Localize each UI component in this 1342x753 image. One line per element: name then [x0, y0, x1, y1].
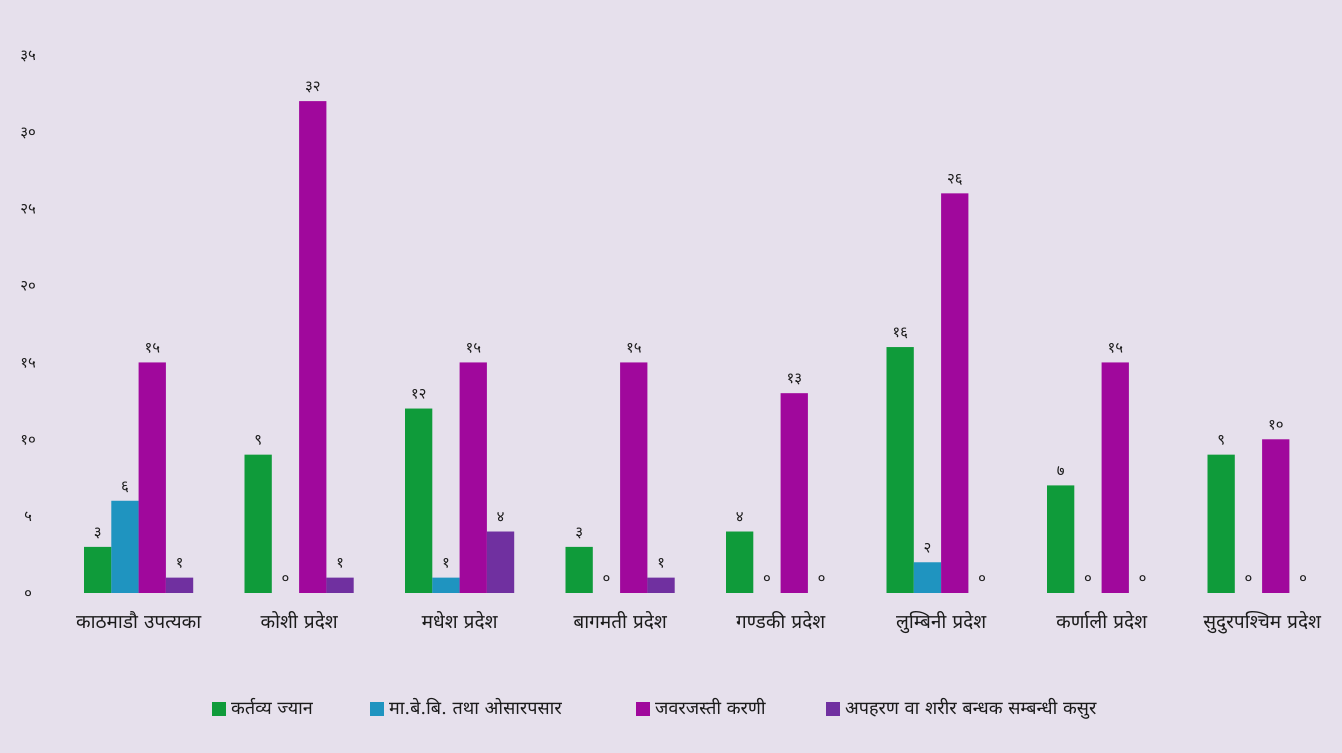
data-label: ३ — [94, 523, 102, 541]
bar — [941, 193, 969, 594]
data-label: १५ — [1107, 338, 1123, 356]
legend-item: कर्तव्य ज्यान — [212, 697, 314, 719]
y-tick-label: १५ — [20, 353, 36, 371]
data-label: १ — [176, 554, 184, 572]
data-label: १६ — [892, 323, 908, 341]
data-label: ० — [282, 569, 290, 587]
bar — [244, 454, 272, 593]
bar — [326, 577, 354, 593]
bar — [486, 531, 515, 593]
y-axis: ० ५ १० १५ २० २५ ३० ३५ — [20, 46, 36, 602]
data-label: ९ — [1217, 431, 1225, 449]
x-tick-label: लुम्बिनी प्रदेश — [896, 610, 987, 634]
bar — [138, 362, 166, 593]
bar — [620, 362, 648, 593]
data-label: ७ — [1057, 461, 1065, 479]
y-tick-label: ० — [24, 584, 32, 602]
data-label: १२ — [411, 385, 427, 403]
data-label: १ — [657, 554, 665, 572]
data-label: ३ — [575, 523, 583, 541]
x-axis: काठमाडौ उपत्यका कोशी प्रदेश मधेश प्रदेश बाग… — [76, 610, 1322, 634]
data-label: ० — [1299, 569, 1307, 587]
legend-label: कर्तव्य ज्यान — [231, 697, 314, 719]
data-label: १५ — [626, 338, 642, 356]
data-label: ० — [1084, 569, 1092, 587]
bar — [1207, 454, 1235, 593]
y-tick-label: ५ — [24, 507, 32, 525]
legend-swatch — [212, 702, 226, 716]
y-tick-label: २५ — [20, 200, 36, 218]
bar — [647, 577, 675, 593]
x-tick-label: मधेश प्रदेश — [422, 610, 499, 633]
x-tick-label: कर्णाली प्रदेश — [1056, 610, 1148, 633]
y-tick-label: २० — [20, 277, 36, 295]
x-tick-label: काठमाडौ उपत्यका — [76, 610, 202, 633]
data-label: ४ — [736, 508, 744, 526]
y-tick-label: १० — [20, 430, 36, 448]
bar — [165, 577, 194, 593]
bar — [726, 531, 754, 593]
data-label: २६ — [947, 169, 963, 187]
bar — [459, 362, 487, 593]
data-label: ० — [763, 569, 771, 587]
legend-swatch — [370, 702, 384, 716]
data-label: १५ — [144, 338, 160, 356]
legend-swatch — [826, 702, 840, 716]
x-tick-label: बागमती प्रदेश — [573, 610, 668, 633]
plot-area: ३ ६ १५ १ ९ ० ३२ १ १२ १ १५ ४ ३ ० १५ १ ४ ० १३ ० १६ २ २६ ० ७ ० १५ ० ९ ० १… — [84, 77, 1307, 594]
legend-item: अपहरण वा शरीर बन्धक सम्बन्धी कसुर — [826, 697, 1097, 719]
data-label: ० — [1245, 569, 1253, 587]
data-label: ० — [603, 569, 611, 587]
bar — [565, 546, 593, 593]
bar — [913, 562, 942, 593]
legend: कर्तव्य ज्यान मा.बे.बि. तथा ओसारपसार जवरजस… — [212, 697, 1097, 719]
data-label: ६ — [121, 477, 129, 495]
bar — [111, 500, 139, 593]
legend-label: अपहरण वा शरीर बन्धक सम्बन्धी कसुर — [845, 697, 1097, 719]
bar — [1101, 362, 1129, 593]
data-label: १५ — [465, 338, 481, 356]
bar — [432, 577, 460, 593]
y-tick-label: ३० — [20, 123, 36, 141]
data-label: ९ — [254, 431, 262, 449]
bar — [405, 408, 433, 593]
legend-label: जवरजस्ती करणी — [655, 697, 766, 719]
data-label: १० — [1268, 415, 1284, 433]
bar — [1262, 439, 1290, 593]
x-tick-label: कोशी प्रदेश — [260, 610, 338, 633]
data-label: ० — [1139, 569, 1147, 587]
legend-item: मा.बे.बि. तथा ओसारपसार — [370, 697, 562, 719]
bar — [84, 546, 112, 593]
data-label: ० — [978, 569, 986, 587]
data-label: १ — [442, 554, 450, 572]
bar — [780, 393, 808, 593]
data-label: ० — [818, 569, 826, 587]
bar — [299, 101, 327, 593]
bar — [1047, 485, 1075, 593]
data-label: २ — [924, 538, 932, 556]
y-tick-label: ३५ — [20, 46, 36, 64]
x-tick-label: सुदुरपश्चिम प्रदेश — [1203, 610, 1322, 634]
x-tick-label: गण्डकी प्रदेश — [736, 610, 826, 633]
data-label: ३२ — [305, 77, 321, 95]
data-label: १३ — [786, 369, 802, 387]
bar — [886, 347, 914, 593]
data-label: १ — [336, 554, 344, 572]
data-label: ४ — [497, 508, 505, 526]
legend-swatch — [636, 702, 650, 716]
legend-label: मा.बे.बि. तथा ओसारपसार — [389, 697, 562, 719]
legend-item: जवरजस्ती करणी — [636, 697, 766, 719]
